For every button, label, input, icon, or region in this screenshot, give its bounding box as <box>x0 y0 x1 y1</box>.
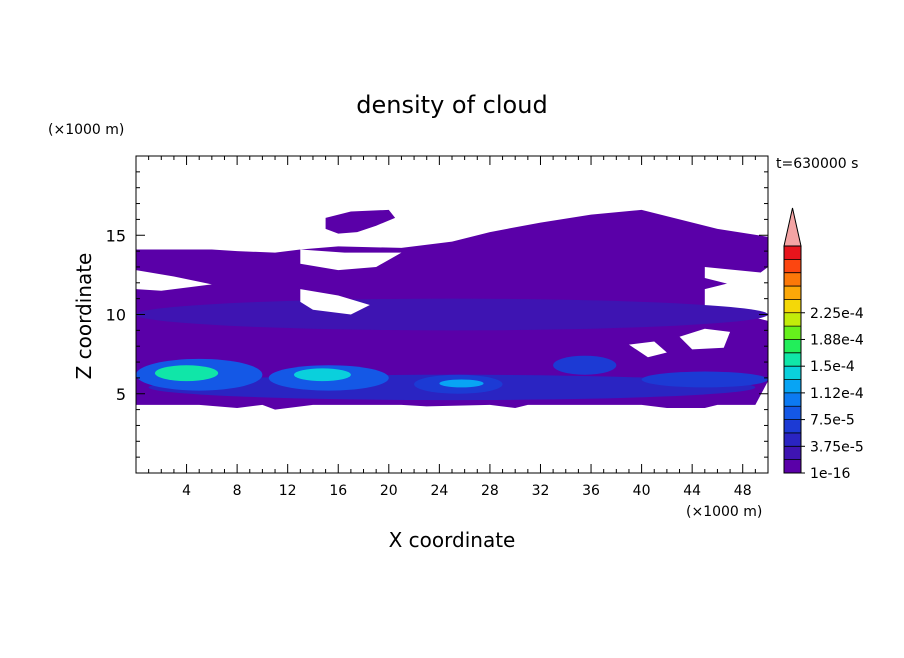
colorbar-swatch <box>784 259 801 274</box>
cloud-density-field <box>136 209 768 410</box>
cloud-gap <box>704 266 768 286</box>
time-label: t=630000 s <box>776 156 858 172</box>
cloud-layer <box>641 371 768 388</box>
cloud-layer <box>439 379 484 388</box>
x-unit-label: (×1000 m) <box>686 504 762 520</box>
colorbar-swatch <box>784 406 801 421</box>
colorbar-swatch <box>784 246 801 260</box>
colorbar-swatch <box>784 379 801 394</box>
x-tick-label: 8 <box>233 483 242 499</box>
y-tick-label: 15 <box>106 226 126 245</box>
x-tick-label: 12 <box>279 483 297 499</box>
colorbar-swatch <box>784 312 801 327</box>
colorbar-label: 1.12e-4 <box>810 386 864 402</box>
colorbar-swatch <box>784 286 801 300</box>
x-tick-label: 16 <box>329 483 347 499</box>
cloud-layer <box>154 365 219 382</box>
colorbar-swatch <box>784 459 801 474</box>
colorbar-swatch <box>784 352 801 367</box>
colorbar-label: 3.75e-5 <box>810 439 864 455</box>
colorbar-label: 1.88e-4 <box>810 332 864 348</box>
colorbar-swatch <box>784 339 801 354</box>
y-unit-label: (×1000 m) <box>48 122 124 138</box>
cloud-gap <box>628 341 667 358</box>
cloud-region <box>325 209 396 234</box>
cloud-gap <box>300 289 370 315</box>
x-tick-label: 36 <box>582 483 600 499</box>
y-tick-label: 10 <box>106 306 126 325</box>
x-tick-label: 28 <box>481 483 499 499</box>
colorbar-overflow-arrow <box>783 207 802 247</box>
y-tick-label: 5 <box>116 385 126 404</box>
x-tick-label: 44 <box>683 483 701 499</box>
colorbar-label: 1e-16 <box>810 466 850 482</box>
x-tick-label: 48 <box>734 483 752 499</box>
chart-title: density of cloud <box>356 91 547 119</box>
colorbar-swatch <box>784 419 801 434</box>
cloud-layer <box>294 368 351 382</box>
colorbar: 1e-16 3.75e-5 7.5e-5 1.12e-4 1.5e-4 1.88e-4 2.… <box>783 207 864 482</box>
colorbar-swatch <box>784 366 801 381</box>
colorbar-label: 7.5e-5 <box>810 413 855 429</box>
y-axis-label: Z coordinate <box>72 253 96 380</box>
colorbar-label: 2.25e-4 <box>810 306 864 322</box>
x-tick-label: 24 <box>430 483 448 499</box>
cloud-layer <box>136 298 768 331</box>
cloud-layer <box>553 355 617 375</box>
colorbar-swatch <box>784 392 801 407</box>
x-axis-label: X coordinate <box>389 528 516 552</box>
x-tick-label: 4 <box>182 483 191 499</box>
cloud-gap <box>300 249 402 271</box>
colorbar-swatch <box>784 432 801 447</box>
cloud-gap <box>679 328 731 350</box>
colorbar-label: 1.5e-4 <box>810 359 855 375</box>
colorbar-swatch <box>784 326 801 340</box>
x-tick-label: 40 <box>633 483 651 499</box>
colorbar-swatch <box>784 272 801 287</box>
colorbar-frame <box>783 245 802 474</box>
colorbar-swatch <box>784 446 801 461</box>
colorbar-swatch <box>784 299 801 314</box>
x-tick-label: 20 <box>380 483 398 499</box>
x-tick-label: 32 <box>532 483 550 499</box>
cloud-gap <box>136 270 212 291</box>
